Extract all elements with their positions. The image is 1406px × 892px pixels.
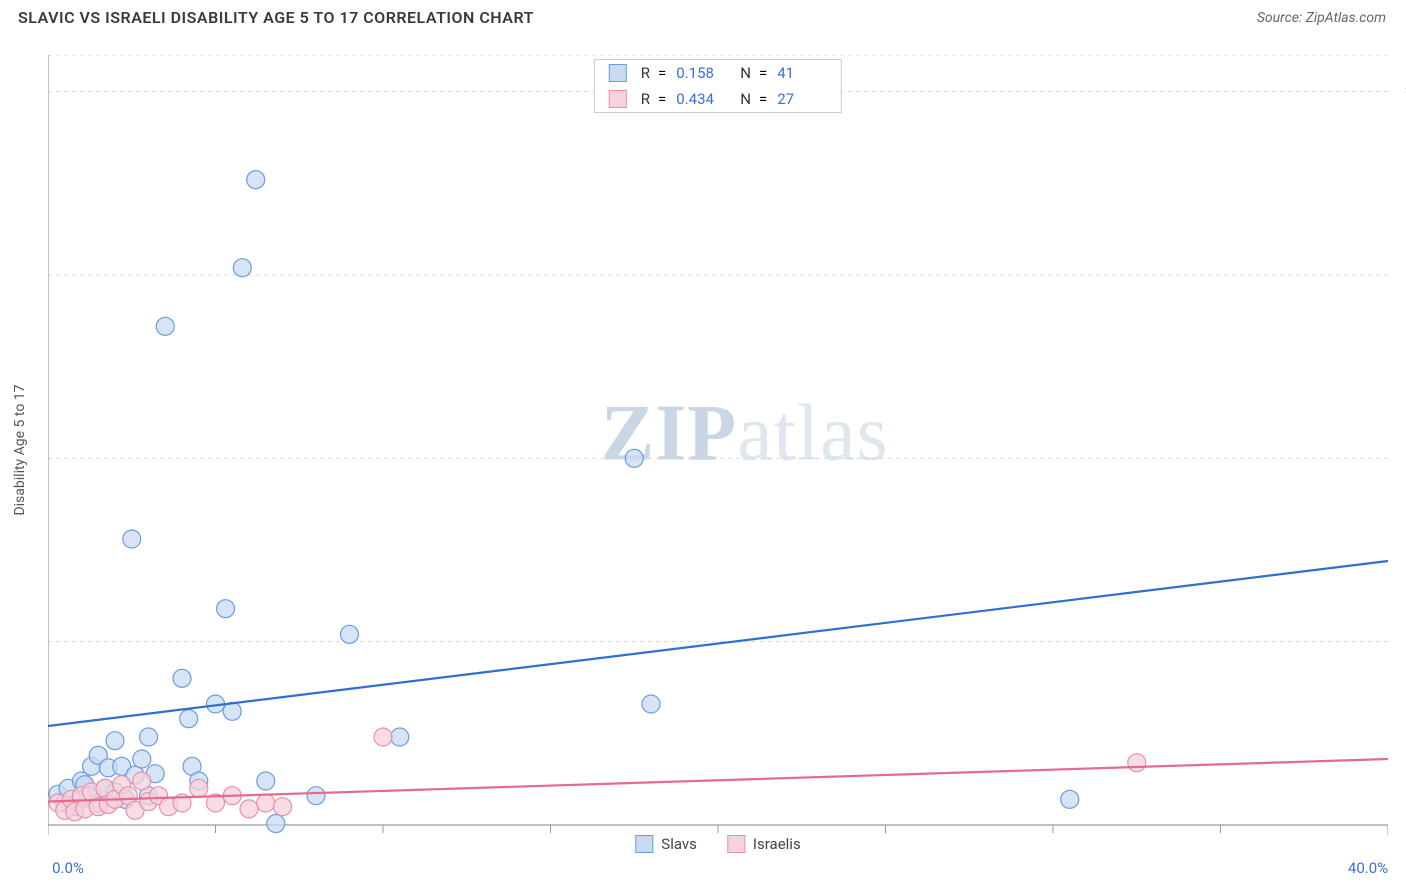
series-legend: Slavs Israelis: [635, 835, 800, 853]
legend-label-israelis: Israelis: [753, 835, 801, 853]
x-tick-label: 0.0%: [52, 859, 84, 877]
r-value-slavs: 0.158: [676, 64, 726, 82]
chart-area: Disability Age 5 to 17 ZIPatlas R = 0.15…: [48, 55, 1388, 845]
swatch-israelis: [609, 90, 627, 108]
y-axis-label: Disability Age 5 to 17: [12, 384, 28, 515]
equals-sign: =: [759, 64, 767, 82]
correlation-legend: R = 0.158 N = 41 R = 0.434 N = 27: [594, 59, 842, 113]
n-value-slavs: 41: [777, 64, 827, 82]
swatch-slavs: [609, 64, 627, 82]
scatter-plot: [48, 55, 1388, 845]
source-name: ZipAtlas.com: [1306, 10, 1386, 26]
equals-sign: =: [658, 64, 666, 82]
correlation-legend-row-israelis: R = 0.434 N = 27: [595, 86, 841, 112]
legend-item-slavs: Slavs: [635, 835, 697, 853]
correlation-legend-row-slavs: R = 0.158 N = 41: [595, 60, 841, 86]
r-label: R: [641, 90, 650, 108]
r-value-israelis: 0.434: [676, 90, 726, 108]
n-label: N: [740, 64, 751, 82]
legend-label-slavs: Slavs: [661, 835, 697, 853]
x-tick-label: 40.0%: [1348, 859, 1388, 877]
source-attribution: Source: ZipAtlas.com: [1257, 10, 1386, 26]
swatch-israelis: [727, 835, 745, 853]
equals-sign: =: [759, 90, 767, 108]
n-label: N: [740, 90, 751, 108]
swatch-slavs: [635, 835, 653, 853]
source-prefix: Source:: [1257, 10, 1306, 26]
legend-item-israelis: Israelis: [727, 835, 801, 853]
equals-sign: =: [658, 90, 666, 108]
r-label: R: [641, 64, 650, 82]
n-value-israelis: 27: [777, 90, 827, 108]
chart-header: SLAVIC VS ISRAELI DISABILITY AGE 5 TO 17…: [0, 0, 1406, 35]
chart-title: SLAVIC VS ISRAELI DISABILITY AGE 5 TO 17…: [18, 8, 534, 27]
